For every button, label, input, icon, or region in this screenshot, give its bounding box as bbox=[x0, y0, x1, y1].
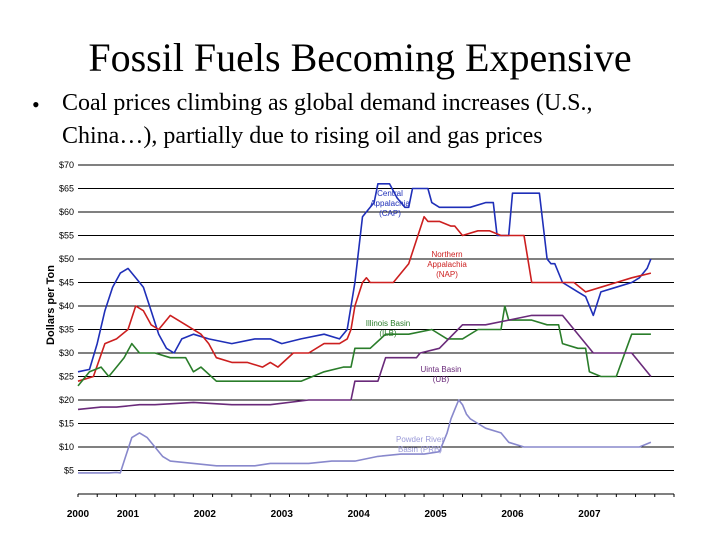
series-label-1: Northern bbox=[431, 250, 462, 259]
y-tick-label: $70 bbox=[59, 160, 74, 170]
y-axis-ticks: $5 $10 $15 $20 $25 $30 $35 $40 $45 $50 $55 $60 $65 $7… bbox=[59, 160, 74, 476]
y-tick-label: $65 bbox=[59, 184, 74, 194]
series-line-2 bbox=[77, 305, 651, 387]
series-label-1: (NAP) bbox=[436, 270, 458, 279]
y-tick-label: $15 bbox=[59, 419, 74, 429]
y-tick-label: $25 bbox=[59, 372, 74, 382]
y-tick-label: $50 bbox=[59, 254, 74, 264]
series-labels: CentralAppalachia(CAP)NorthernAppalachia… bbox=[366, 189, 468, 454]
series-label-0: Central bbox=[377, 189, 403, 198]
series-line-4 bbox=[78, 399, 652, 474]
x-tick-label: 2004 bbox=[348, 509, 371, 520]
series-line-1 bbox=[77, 215, 652, 382]
y-tick-label: $30 bbox=[59, 348, 74, 358]
x-tick-label: 2002 bbox=[194, 509, 217, 520]
series-label-0: (CAP) bbox=[379, 209, 401, 218]
y-tick-label: $5 bbox=[64, 466, 74, 476]
series-line-3 bbox=[77, 314, 652, 411]
bullet-text-line-2: China…), partially due to rising oil and… bbox=[62, 123, 543, 149]
bullet-marker: • bbox=[32, 92, 40, 117]
chart-series bbox=[77, 183, 652, 474]
series-label-4: Powder River bbox=[396, 435, 444, 444]
y-tick-label: $60 bbox=[59, 207, 74, 217]
y-tick-label: $55 bbox=[59, 231, 74, 241]
series-label-3: Uinta Basin bbox=[421, 365, 462, 374]
series-label-4: Basin (PRB) bbox=[398, 445, 442, 454]
y-tick-label: $10 bbox=[59, 442, 74, 452]
x-tick-label: 2005 bbox=[424, 509, 447, 520]
y-tick-label: $40 bbox=[59, 301, 74, 311]
x-tick-label: 2001 bbox=[117, 509, 140, 520]
y-tick-label: $45 bbox=[59, 278, 74, 288]
x-tick-label: 2006 bbox=[501, 509, 524, 520]
series-label-0: Appalachia bbox=[370, 199, 410, 208]
series-label-2: (ILB) bbox=[379, 329, 397, 338]
bullet-text-line-1: Coal prices climbing as global demand in… bbox=[62, 90, 593, 116]
y-tick-label: $35 bbox=[59, 325, 74, 335]
series-label-1: Appalachia bbox=[427, 260, 467, 269]
x-tick-label: 2000 bbox=[67, 509, 90, 520]
x-axis-ticks: 2000 2001 2002 2003 2004 2005 2006 2007 bbox=[67, 509, 601, 520]
x-tick-label: 2003 bbox=[271, 509, 294, 520]
series-label-2: Illinois Basin bbox=[366, 319, 410, 328]
series-label-3: (UB) bbox=[433, 375, 450, 384]
slide-title: Fossil Fuels Becoming Expensive bbox=[88, 35, 632, 80]
y-tick-label: $20 bbox=[59, 395, 74, 405]
series-line-0 bbox=[77, 183, 652, 373]
y-axis-label: Dollars per Ton bbox=[45, 265, 57, 345]
x-tick-label: 2007 bbox=[578, 509, 601, 520]
